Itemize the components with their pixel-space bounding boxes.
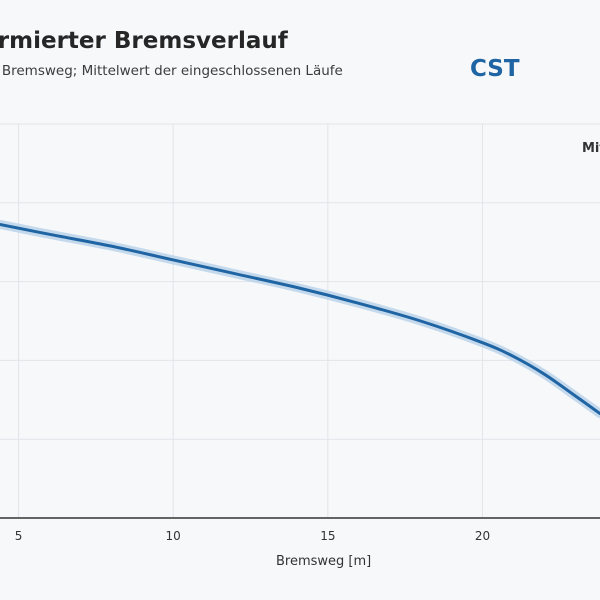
brand-logo-text: CST (470, 56, 520, 82)
legend-label: Mit (582, 141, 600, 156)
series-line (0, 222, 600, 416)
chart-subtitle: r Bremsweg; Mittelwert der eingeschlosse… (0, 63, 343, 79)
x-tick-label: 20 (475, 529, 490, 543)
chart-title: ormierter Bremsverlauf (0, 28, 288, 54)
x-tick-label: 10 (166, 529, 181, 543)
x-axis-label: Bremsweg [m] (276, 554, 372, 569)
confidence-band (0, 219, 600, 419)
x-tick-labels: 5 10 15 20 (15, 529, 490, 543)
x-tick-label: 15 (320, 529, 335, 543)
grid-lines (0, 123, 600, 518)
x-tick-label: 5 (15, 529, 23, 543)
